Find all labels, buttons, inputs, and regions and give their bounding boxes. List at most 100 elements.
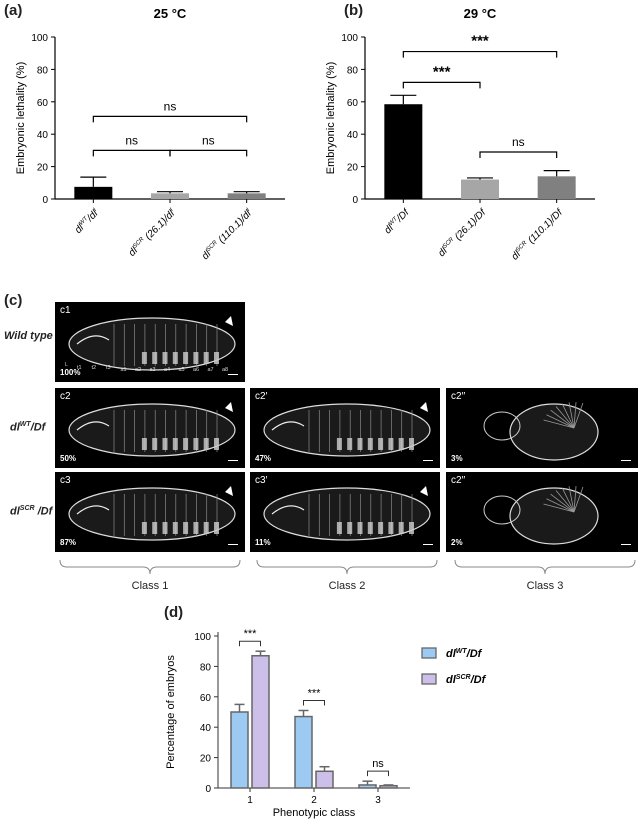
panel-b-significance-label: *** (471, 33, 489, 50)
embryo-denticle-belt (347, 522, 353, 534)
embryo-drawing (263, 486, 431, 541)
embryo-tag: c2′ (255, 391, 268, 402)
panel-b-bar (537, 176, 576, 199)
wild-type-label: Wild type (4, 330, 53, 342)
embryo-denticle-belt (141, 438, 147, 450)
embryo-denticle-belt (172, 522, 178, 534)
embryo-segment (555, 490, 575, 513)
panel-b-xtick-label: dlWT/Df (383, 206, 413, 236)
panel-b-xtick-label: dlSCR (26.1)/Df (436, 206, 489, 259)
embryo-denticle-belt (203, 438, 209, 450)
panel-d-ytick-label: 80 (200, 662, 212, 673)
panel-d-bar (230, 711, 249, 789)
panel-b-comparison-bracket (479, 151, 558, 159)
panel-a-ytick-label: 40 (37, 130, 49, 141)
panel-b-ytick-label: 20 (347, 163, 359, 174)
class-2-label: Class 2 (328, 580, 366, 592)
embryo-denticle-belt (162, 352, 168, 364)
embryo-segment (568, 486, 575, 513)
embryo-denticle-belt (162, 438, 168, 450)
embryo-denticle-belt (193, 522, 199, 534)
panel-b-ylabel: Embryonic lethality (%) (325, 62, 337, 174)
scale-bar (228, 460, 238, 461)
panel-a-ytick-label: 60 (37, 98, 49, 109)
embryo-tail (420, 486, 428, 496)
embryo-denticle-belt (409, 438, 414, 450)
panel-d-xtick-label: 2 (311, 795, 317, 806)
class-braces (59, 559, 636, 575)
embryo-segment (546, 498, 575, 513)
panel-b-ytick-label: 0 (352, 195, 358, 206)
embryo-denticle-belt (193, 352, 199, 364)
segment-label: a8 (222, 367, 228, 373)
panel-d-legend-swatch (421, 647, 437, 659)
embryo-percentage: 2% (451, 538, 463, 547)
embryo-image-c2-prime: c2′ 47% (250, 388, 440, 468)
embryo-head-skeleton (76, 421, 110, 431)
panel-d-significance-label: *** (244, 628, 258, 640)
embryo-denticle-belt (214, 438, 219, 450)
embryo-denticle-belt (152, 438, 158, 450)
embryo-image-c2-double-prime: c2′′ 3% (446, 388, 638, 468)
embryo-tail (420, 402, 428, 412)
embryo-outline (68, 317, 236, 371)
panel-b-comparison-bracket (402, 81, 481, 89)
panel-d-legend-label: dlSCR/Df (446, 674, 487, 686)
embryo-image-c2: c2 50% (55, 388, 245, 468)
embryo-denticle-belt (409, 522, 414, 534)
embryo-denticle-belt (183, 352, 189, 364)
panel-d-bar (294, 715, 313, 789)
panel-a-xtick-label: dlSCR (110.1)/dlI (200, 207, 255, 262)
class-3-label: Class 3 (526, 580, 564, 592)
panel-d-comparison-bracket (239, 640, 261, 647)
embryo-percentage: 3% (451, 454, 463, 463)
panel-d-comparison-bracket (367, 770, 389, 777)
embryo-outline (263, 403, 431, 457)
panel-b-letter: (b) (344, 2, 364, 19)
scale-bar (423, 544, 433, 545)
embryo-tag: c3 (60, 475, 71, 486)
chart-b: 29 °C Embryonic lethality (%) 0 20 40 60 80 100… (325, 6, 595, 262)
embryo-segment (550, 493, 575, 513)
embryo-tail (225, 402, 233, 412)
panel-d-ytick-label: 20 (200, 754, 212, 765)
panel-d-legend-label: dlWT/Df (446, 648, 483, 660)
panel-b-ytick-label: 100 (341, 33, 358, 44)
panel-a-ytick-label: 80 (37, 65, 49, 76)
panel-a-letter: (a) (4, 2, 23, 19)
embryo-segment (546, 414, 575, 429)
embryo-tag: c2′′ (451, 391, 466, 402)
embryo-denticle-belt (388, 522, 394, 534)
embryo-drawing (483, 486, 599, 545)
embryo-denticle-belt (336, 522, 342, 534)
panel-d-xtick-label: 1 (247, 795, 253, 806)
panel-a-bar (151, 193, 189, 199)
embryo-drawing (68, 486, 236, 541)
embryo-segment (561, 487, 575, 513)
embryo-segment (561, 403, 575, 429)
embryo-denticle-belt (183, 522, 189, 534)
panel-b-xtick-label: dlSCR (110.1)/Df (510, 206, 566, 262)
embryo-denticle-belt (357, 438, 363, 450)
panel-d-ytick-label: 60 (200, 693, 212, 704)
panel-a-ylabel: Embryonic lethality (%) (15, 62, 27, 174)
embryo-denticle-belt (193, 438, 199, 450)
embryo-denticle-belt (152, 352, 158, 364)
class-1-label: Class 1 (131, 580, 169, 592)
embryo-drawing (263, 402, 431, 457)
segment-label: a3 (150, 367, 156, 373)
embryo-segment (573, 486, 577, 513)
panel-a-comparison-bracket (92, 115, 248, 123)
segment-label: t1 (77, 365, 82, 371)
segment-prefix: L (65, 362, 68, 368)
embryo-denticle-belt (203, 522, 209, 534)
embryo-head (483, 411, 521, 441)
embryo-denticle-belt (172, 352, 178, 364)
scale-bar (621, 460, 631, 461)
embryo-image-c2-double-prime-b: c2′′ 2% (446, 472, 638, 552)
embryo-percentage: 100% (60, 368, 81, 377)
panel-d-comparison-bracket (303, 699, 325, 706)
panel-b-ytick-label: 40 (347, 130, 359, 141)
embryo-tag: c2 (60, 391, 71, 402)
